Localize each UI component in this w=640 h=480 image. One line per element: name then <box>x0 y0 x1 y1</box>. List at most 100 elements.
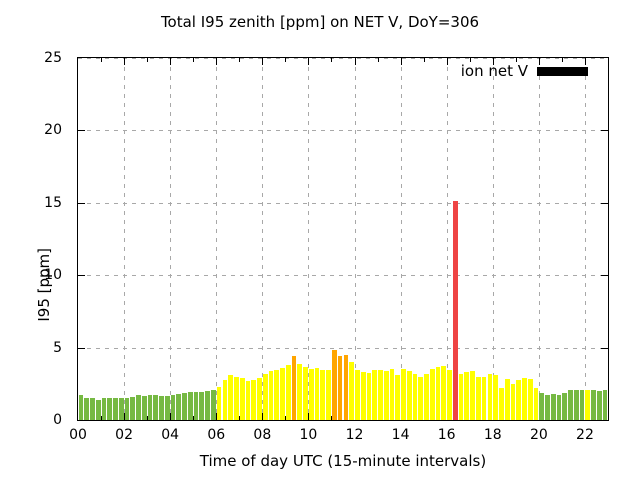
x-tick <box>216 413 217 420</box>
x-tick <box>539 58 540 65</box>
bar-17:45 <box>487 373 493 420</box>
x-tick <box>424 58 425 62</box>
x-tick <box>170 413 171 420</box>
bar-06:00 <box>216 386 222 420</box>
legend: ion net V <box>461 64 588 79</box>
v-gridline <box>401 58 402 420</box>
bar-18:45 <box>510 383 516 420</box>
bar-09:15 <box>291 356 297 420</box>
bar-08:15 <box>268 371 274 420</box>
x-tick <box>493 58 494 65</box>
bar-20:00 <box>539 393 545 420</box>
x-tick <box>193 58 194 62</box>
bar-01:45 <box>118 398 124 420</box>
x-tick <box>147 416 148 420</box>
bar-13:15 <box>383 371 389 420</box>
bar-14:15 <box>406 370 412 420</box>
y-tick-label: 25 <box>44 50 62 66</box>
bar-06:45 <box>234 377 239 420</box>
bar-03:00 <box>147 395 153 420</box>
x-tick <box>378 58 379 62</box>
bar-06:30 <box>228 375 234 420</box>
bar-22:45 <box>602 389 608 420</box>
bar-12:15 <box>360 372 366 420</box>
bar-18:30 <box>504 378 510 420</box>
bar-17:30 <box>481 377 487 420</box>
bar-10:30 <box>320 370 326 420</box>
bar-18:00 <box>493 375 499 420</box>
bar-01:15 <box>107 398 113 420</box>
bar-19:30 <box>527 378 533 420</box>
x-tick <box>170 58 171 65</box>
bar-22:15 <box>591 389 596 420</box>
x-tick <box>401 58 402 65</box>
bar-10:15 <box>314 367 320 420</box>
bar-13:30 <box>389 369 395 420</box>
y-tick-label: 5 <box>53 339 62 356</box>
bar-10:00 <box>308 369 314 420</box>
bar-15:15 <box>429 369 435 420</box>
bar-07:30 <box>251 380 257 420</box>
x-tick <box>447 58 448 65</box>
bar-21:30 <box>573 389 579 420</box>
x-tick <box>101 58 102 62</box>
bar-13:00 <box>378 370 383 420</box>
x-tick-label: 22 <box>576 427 594 443</box>
x-tick <box>262 413 263 420</box>
x-tick-label: 04 <box>161 427 180 443</box>
plot-area: ion net V <box>77 57 609 421</box>
bar-19:45 <box>533 388 539 420</box>
bar-07:15 <box>245 380 251 420</box>
bar-14:45 <box>418 376 424 420</box>
bar-11:00 <box>331 350 337 420</box>
x-tick <box>193 416 194 420</box>
v-gridline <box>308 58 309 420</box>
bar-03:30 <box>159 396 164 420</box>
bar-01:30 <box>113 398 118 420</box>
bar-12:30 <box>366 372 372 420</box>
v-gridline <box>170 58 171 420</box>
x-tick <box>285 416 286 420</box>
v-gridline <box>585 58 586 420</box>
v-gridline <box>493 58 494 420</box>
bar-04:15 <box>176 393 182 420</box>
bar-07:45 <box>257 378 262 420</box>
bar-16:30 <box>458 373 464 420</box>
v-gridline <box>355 58 356 420</box>
bar-22:30 <box>596 391 602 420</box>
v-gridline <box>124 58 125 420</box>
plot-inner <box>78 58 608 420</box>
x-tick <box>355 58 356 65</box>
bar-02:30 <box>136 395 141 420</box>
y-tick <box>601 202 608 204</box>
x-tick <box>285 58 286 62</box>
y-tick-label: 15 <box>44 194 62 211</box>
x-tick-label: 10 <box>299 427 318 443</box>
bar-01:00 <box>101 398 107 420</box>
bar-03:45 <box>164 396 170 420</box>
bar-21:00 <box>562 393 568 420</box>
bar-20:15 <box>545 394 550 420</box>
x-tick <box>124 413 125 420</box>
bar-00:00 <box>78 395 84 420</box>
bar-18:15 <box>499 388 504 420</box>
y-tick <box>601 130 608 132</box>
bar-04:00 <box>170 394 176 420</box>
x-tick-label: 18 <box>483 427 502 443</box>
chart-title: Total I95 zenith [ppm] on NET V, DoY=306 <box>160 13 480 31</box>
bar-14:00 <box>401 369 406 420</box>
bar-02:45 <box>141 396 147 420</box>
bar-16:15 <box>452 201 458 420</box>
v-gridline <box>447 58 448 420</box>
bar-08:00 <box>262 373 268 420</box>
bar-06:15 <box>222 380 228 420</box>
h-gridline <box>78 275 608 277</box>
h-gridline <box>78 58 608 59</box>
x-tick <box>331 58 332 62</box>
h-gridline <box>78 347 608 349</box>
bar-13:45 <box>395 375 401 420</box>
bar-20:30 <box>550 393 556 420</box>
x-tick-label: 08 <box>253 427 272 443</box>
x-tick <box>239 58 240 62</box>
